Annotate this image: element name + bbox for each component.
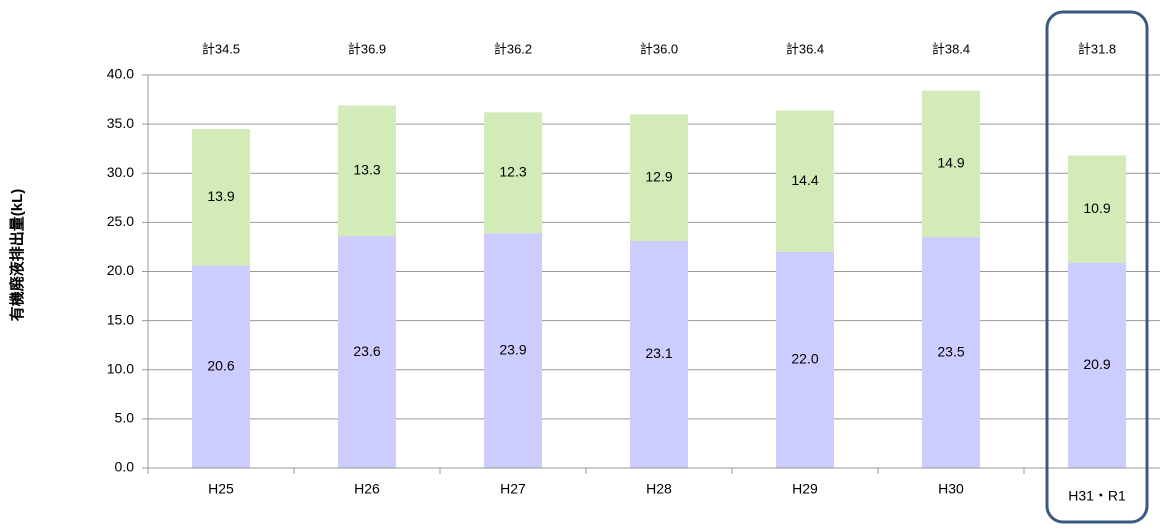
bar-segment xyxy=(338,236,396,468)
bar-segment xyxy=(192,265,250,468)
data-label: 20.9 xyxy=(1083,356,1110,372)
data-label: 14.4 xyxy=(791,172,818,188)
y-tick-label: 30.0 xyxy=(107,164,134,180)
bar-segment xyxy=(630,114,688,242)
data-label: 22.0 xyxy=(791,351,818,367)
x-tick-label: H26 xyxy=(354,481,380,497)
bar-segment xyxy=(776,251,834,468)
total-label: 計36.2 xyxy=(494,41,532,56)
y-tick-label: 35.0 xyxy=(107,115,134,131)
bar-segment xyxy=(630,241,688,468)
total-label: 計34.5 xyxy=(202,41,240,56)
bar-segment xyxy=(1068,155,1126,263)
bar-segment xyxy=(776,110,834,252)
bar-segment xyxy=(484,112,542,234)
data-label: 14.9 xyxy=(937,155,964,171)
x-tick-label: H29 xyxy=(792,481,818,497)
data-label: 12.3 xyxy=(499,163,526,179)
bar-segment xyxy=(922,90,980,238)
bar-segment xyxy=(484,233,542,468)
total-label: 計36.9 xyxy=(348,41,386,56)
total-label: 計38.4 xyxy=(932,41,970,56)
y-tick-label: 20.0 xyxy=(107,262,134,278)
data-label: 23.6 xyxy=(353,343,380,359)
y-tick-label: 5.0 xyxy=(115,410,135,426)
bar-segment xyxy=(1068,262,1126,468)
data-label: 23.1 xyxy=(645,345,672,361)
data-label: 12.9 xyxy=(645,168,672,184)
data-label: 23.9 xyxy=(499,341,526,357)
total-label: 計36.0 xyxy=(640,41,678,56)
y-tick-label: 0.0 xyxy=(115,459,135,475)
total-label: 計31.8 xyxy=(1078,41,1116,56)
data-label: 13.3 xyxy=(353,161,380,177)
y-tick-label: 25.0 xyxy=(107,213,134,229)
data-label: 10.9 xyxy=(1083,200,1110,216)
total-label: 計36.4 xyxy=(786,41,824,56)
data-label: 23.5 xyxy=(937,343,964,359)
data-label: 13.9 xyxy=(207,188,234,204)
x-tick-label: H25 xyxy=(208,481,234,497)
bar-segment xyxy=(922,237,980,468)
x-tick-label: H30 xyxy=(938,481,964,497)
y-tick-label: 10.0 xyxy=(107,360,134,376)
data-label: 20.6 xyxy=(207,358,234,374)
highlight-box xyxy=(1045,10,1149,524)
x-tick-label: H27 xyxy=(500,481,526,497)
x-tick-label: H28 xyxy=(646,481,672,497)
x-tick-label: H31・R1 xyxy=(1068,488,1126,504)
bar-segment xyxy=(338,105,396,237)
y-tick-label: 40.0 xyxy=(107,66,134,82)
y-tick-label: 15.0 xyxy=(107,311,134,327)
bar-segment xyxy=(192,129,250,266)
y-axis-label: 有機廃液排出量(kL) xyxy=(8,189,26,322)
